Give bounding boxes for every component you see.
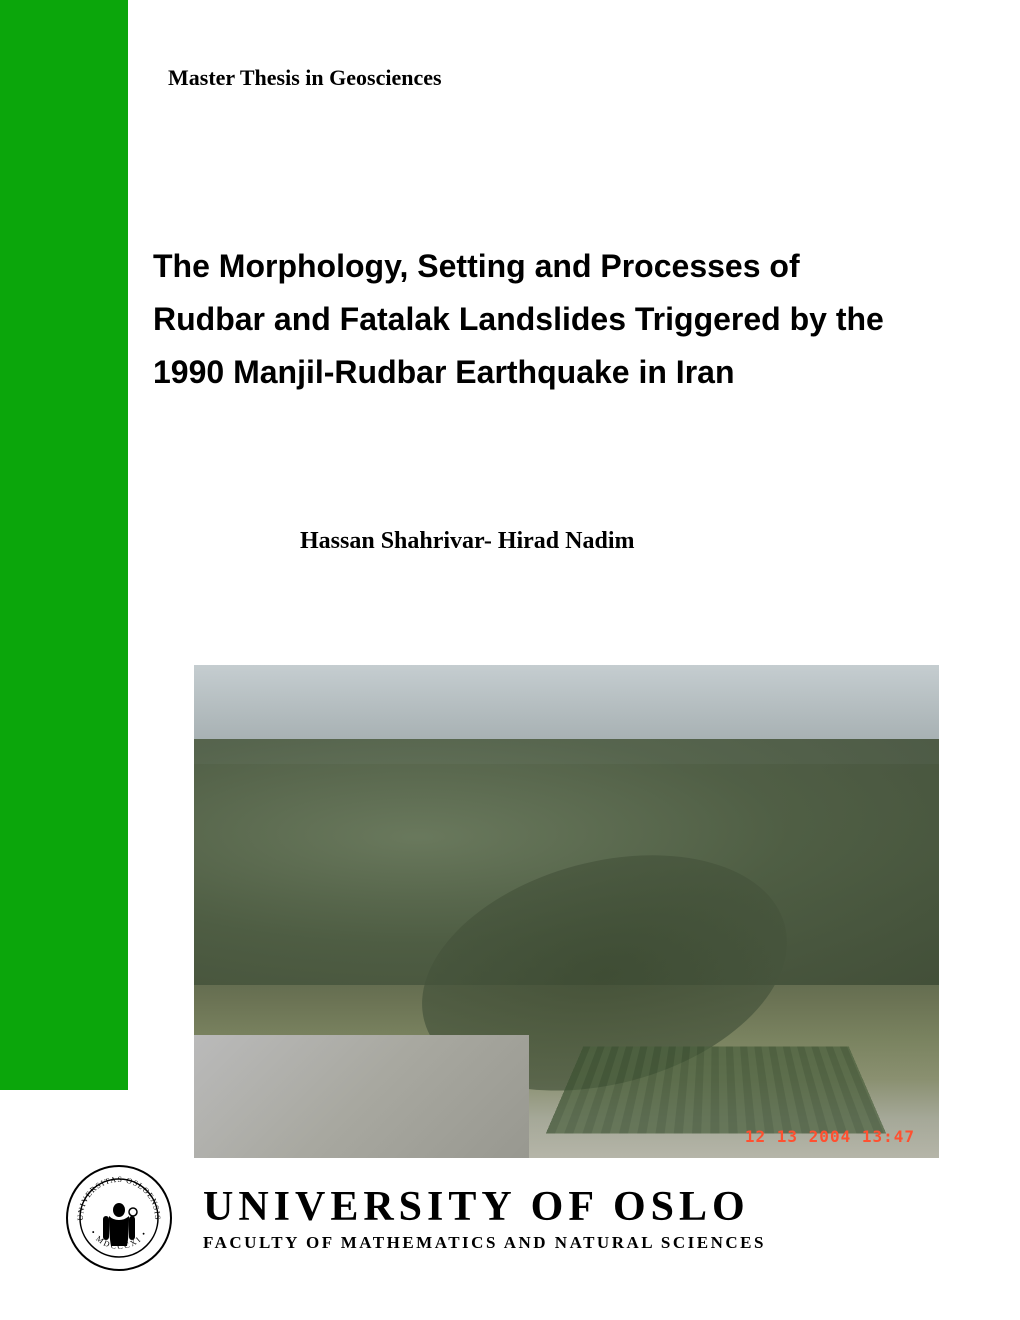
photo-town <box>194 1035 529 1158</box>
faculty-name: FACULTY OF MATHEMATICS AND NATURAL SCIEN… <box>203 1233 766 1253</box>
photo-fields <box>546 1046 886 1133</box>
document-title: The Morphology, Setting and Processes of… <box>153 240 913 398</box>
document-subtitle: Master Thesis in Geosciences <box>168 65 442 91</box>
footer: UNIVERSITAS OSLOENSIS • MDCCCXI • UNIVER… <box>65 1164 766 1272</box>
photo-timestamp: 12 13 2004 13:47 <box>745 1127 915 1146</box>
green-sidebar <box>0 0 128 1090</box>
document-authors: Hassan Shahrivar- Hirad Nadim <box>300 528 635 555</box>
university-seal-icon: UNIVERSITAS OSLOENSIS • MDCCCXI • <box>65 1164 173 1272</box>
landslide-photo: 12 13 2004 13:47 <box>194 665 939 1158</box>
university-name: UNIVERSITY OF OSLO <box>203 1183 766 1231</box>
university-text-block: UNIVERSITY OF OSLO FACULTY OF MATHEMATIC… <box>203 1183 766 1253</box>
